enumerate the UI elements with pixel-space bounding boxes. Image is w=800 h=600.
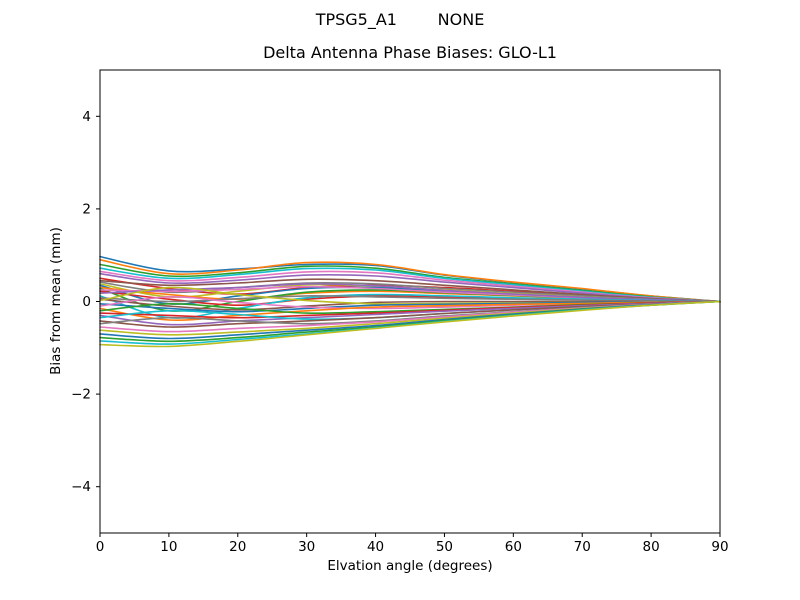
x-tick-label: 90 xyxy=(711,539,728,555)
x-tick-label: 50 xyxy=(436,539,453,555)
x-tick-label: 10 xyxy=(160,539,177,555)
figure-suptitle: TPSG5_A1 NONE xyxy=(315,10,485,29)
x-tick-label: 80 xyxy=(643,539,660,555)
y-tick-label: 0 xyxy=(82,294,91,310)
axes-title: Delta Antenna Phase Biases: GLO-L1 xyxy=(263,43,557,62)
series-line xyxy=(99,272,721,303)
y-tick-label: 4 xyxy=(82,109,91,125)
series-line xyxy=(99,283,721,303)
y-tick-label: 2 xyxy=(82,201,91,217)
x-tick-label: 60 xyxy=(505,539,522,555)
y-tick-label: −2 xyxy=(71,387,91,403)
x-tick-label: 30 xyxy=(298,539,315,555)
y-tick-label: −4 xyxy=(71,479,91,495)
x-tick-label: 20 xyxy=(229,539,246,555)
series-line xyxy=(99,259,721,303)
series-line xyxy=(99,278,721,303)
series-line xyxy=(99,295,721,303)
x-tick-label: 70 xyxy=(574,539,591,555)
x-axis-label: Elvation angle (degrees) xyxy=(327,558,493,574)
series-line xyxy=(99,300,721,348)
x-tick-label: 40 xyxy=(367,539,384,555)
x-tick-label: 0 xyxy=(96,539,105,555)
